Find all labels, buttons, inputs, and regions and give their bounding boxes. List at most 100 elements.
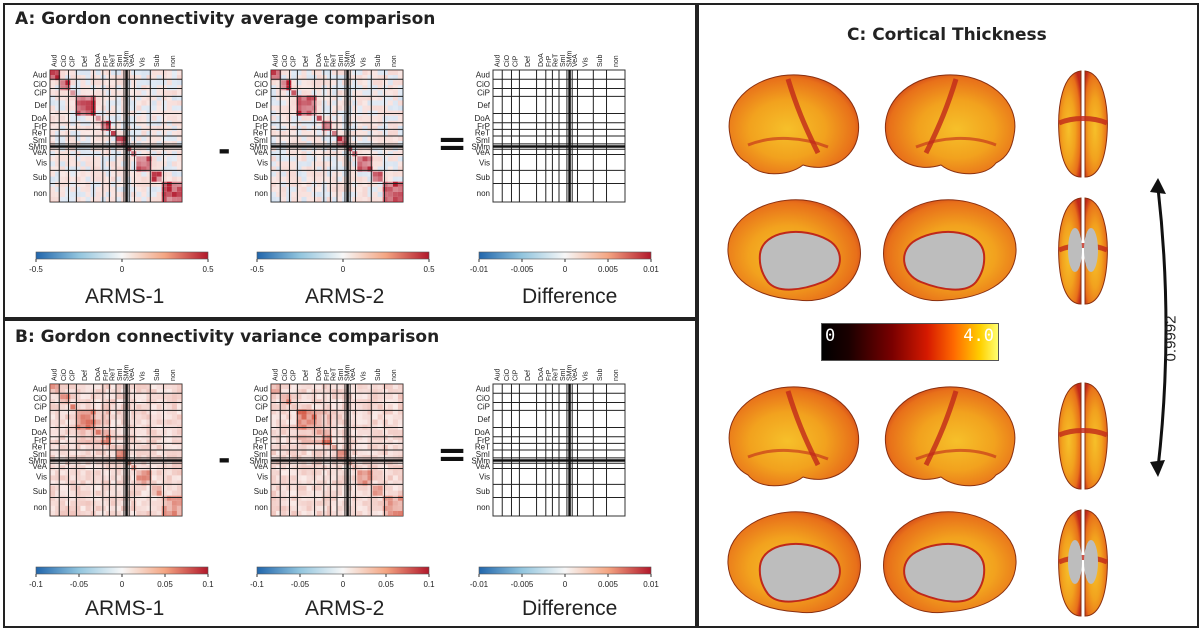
equals-sign-b: = <box>437 434 468 475</box>
colorbar-tick: -0.5 <box>250 265 264 274</box>
row-label: Def <box>35 101 48 110</box>
brain-medial-left-1 <box>727 199 861 302</box>
thickness-scale-max: 4.0 <box>963 326 994 346</box>
column-label: SMm <box>124 365 131 382</box>
thickness-scale-min: 0 <box>825 326 836 346</box>
colorbar-tick: -0.1 <box>250 580 264 589</box>
colorbar-tick: -0.5 <box>29 265 43 274</box>
column-label: FrP <box>103 369 110 381</box>
thickness-colorbar: 0 4.0 <box>821 323 999 361</box>
row-label: FrP <box>255 122 268 131</box>
column-label: non <box>170 369 177 381</box>
matrix-a-arms1: AudAudCiOCiOCiPCiPDefDefDoADoAFrPFrPReTR… <box>28 51 183 203</box>
column-label: Sub <box>375 368 382 381</box>
colorbar-b-arms1: -0.1 -0.05 0 0.05 0.1 <box>29 566 214 589</box>
column-label: ReT <box>553 53 560 67</box>
colorbar-tick: 0 <box>563 580 568 589</box>
column-label: non <box>613 55 620 67</box>
column-label: Aud <box>495 368 502 381</box>
brain-ventral-1 <box>1058 197 1108 305</box>
colorbar-tick: 0.05 <box>157 580 173 589</box>
panel-a-title: A: Gordon connectivity average compariso… <box>15 9 436 29</box>
row-label: ReT <box>253 129 268 138</box>
column-label: Vis <box>582 57 589 67</box>
column-label: Vis <box>360 371 367 381</box>
column-label: CiP <box>69 369 76 381</box>
column-label: Vis <box>139 57 146 67</box>
caption-b-arms1: ARMS-1 <box>85 597 165 620</box>
row-label: CiP <box>34 402 47 411</box>
row-label: FrP <box>34 122 47 131</box>
column-label: DoA <box>538 53 545 67</box>
column-label: SmI <box>560 369 567 382</box>
row-label: Vis <box>479 158 490 167</box>
row-label: Aud <box>254 385 268 394</box>
colorbar-tick: 0.01 <box>643 265 659 274</box>
colorbar-tick: 0 <box>563 265 568 274</box>
column-label: SMm <box>567 365 574 382</box>
column-label: Aud <box>273 54 280 67</box>
column-label: SMm <box>567 51 574 68</box>
column-label: Aud <box>273 368 280 381</box>
row-label: ReT <box>32 129 47 138</box>
column-label: DoA <box>95 53 102 67</box>
row-label: Vis <box>257 158 268 167</box>
column-label: Def <box>82 56 89 67</box>
column-label: ReT <box>331 367 338 381</box>
column-label: SMm <box>345 51 352 68</box>
column-label: CiO <box>61 368 68 381</box>
row-label: SmI <box>33 450 47 459</box>
brain-dorsal-2 <box>1058 382 1108 490</box>
row-label: ReT <box>32 443 47 452</box>
column-label: FrP <box>546 55 553 67</box>
colorbar-tick: 0 <box>341 265 346 274</box>
column-label: VeA <box>129 368 136 381</box>
row-label: Aud <box>254 71 268 80</box>
column-label: Sub <box>597 54 604 67</box>
row-label: Sub <box>254 487 269 496</box>
row-label: non <box>477 503 490 512</box>
row-label: Sub <box>33 173 48 182</box>
row-label: Sub <box>476 173 491 182</box>
row-label: CiO <box>254 80 268 89</box>
brain-medial-right-1 <box>883 199 1017 302</box>
row-label: Sub <box>33 487 48 496</box>
column-label: Sub <box>154 54 161 67</box>
column-label: SmI <box>560 55 567 68</box>
row-label: non <box>34 503 47 512</box>
row-label: Aud <box>33 385 47 394</box>
row-label: Vis <box>36 158 47 167</box>
row-label: VeA <box>32 148 47 157</box>
caption-a-arms2: ARMS-2 <box>305 285 385 308</box>
minus-sign-b: - <box>218 442 231 477</box>
row-label: ReT <box>475 443 490 452</box>
row-label: Aud <box>476 385 490 394</box>
row-label: Def <box>256 415 269 424</box>
colorbar-tick: -0.05 <box>70 580 89 589</box>
matrix-b-arms1: AudAudCiOCiOCiPCiPDefDefDoADoAFrPFrPReTR… <box>28 365 183 517</box>
column-label: Def <box>303 370 310 381</box>
row-label: VeA <box>475 462 490 471</box>
row-label: CiO <box>476 80 490 89</box>
row-label: CiP <box>477 88 490 97</box>
correlation-arrow <box>1150 178 1168 477</box>
column-label: CiO <box>504 54 511 67</box>
row-label: DoA <box>474 428 490 437</box>
brain-lateral-right-2 <box>884 386 1016 487</box>
brain-lateral-left-1 <box>728 74 860 175</box>
column-label: non <box>391 369 398 381</box>
row-label: CiP <box>255 88 268 97</box>
colorbar-tick: -0.1 <box>29 580 43 589</box>
panel-b-title: B: Gordon connectivity variance comparis… <box>15 327 440 347</box>
row-label: Sub <box>254 173 269 182</box>
colorbar-tick: -0.005 <box>511 265 534 274</box>
row-label: SmI <box>254 136 268 145</box>
brain-dorsal-1 <box>1058 70 1108 178</box>
row-label: CiO <box>476 394 490 403</box>
row-label: Def <box>35 415 48 424</box>
column-label: non <box>170 55 177 67</box>
row-label: SMm <box>28 143 47 152</box>
colorbar-b-arms2: -0.1 -0.05 0 0.05 0.1 <box>250 566 435 589</box>
row-label: SMm <box>28 457 47 466</box>
colorbar-tick: 0.5 <box>423 265 435 274</box>
